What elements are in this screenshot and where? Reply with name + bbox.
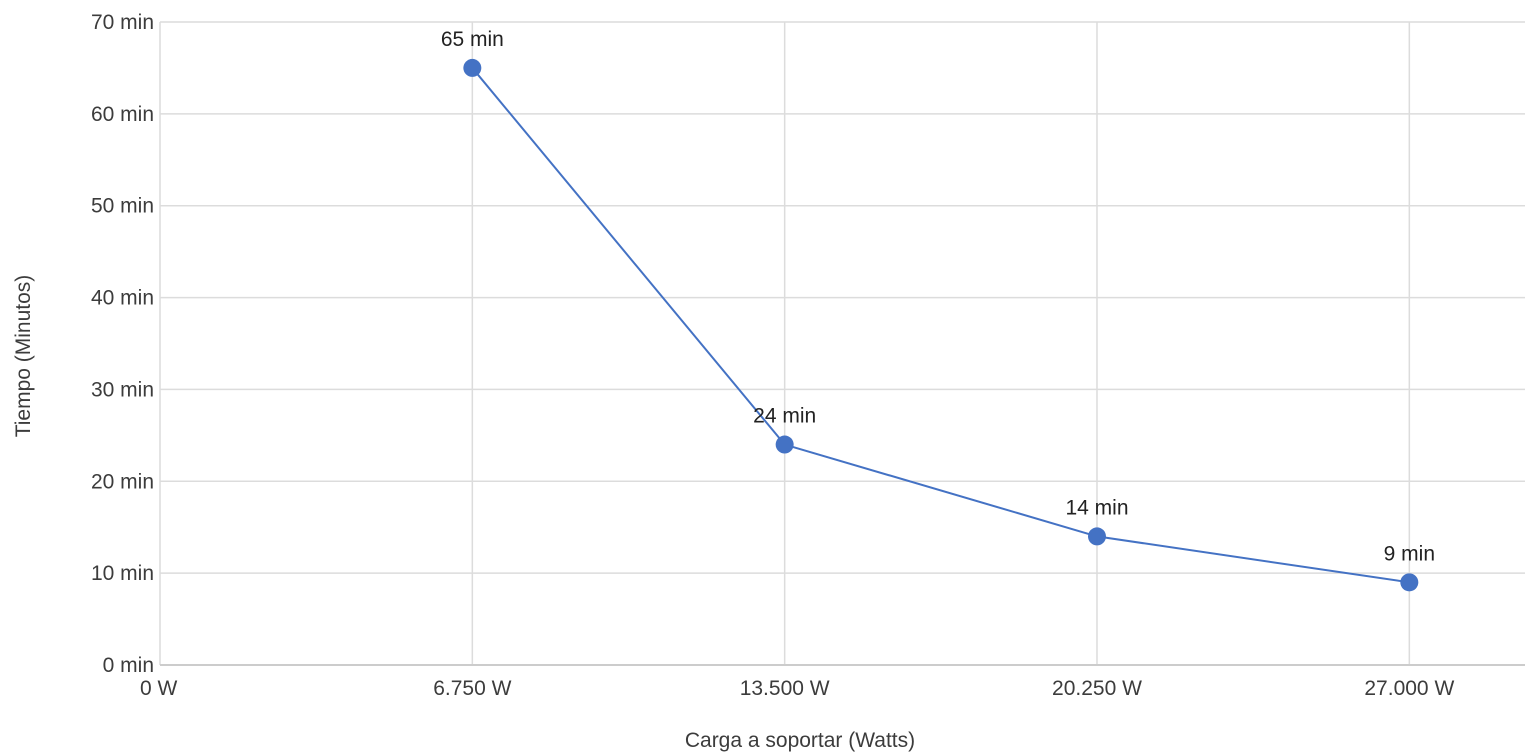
x-tick-label: 27.000 W	[1364, 677, 1454, 700]
x-tick-label: 6.750 W	[433, 677, 511, 700]
grid-layer	[159, 21, 1525, 665]
data-point	[1087, 527, 1106, 546]
data-point	[775, 435, 794, 454]
y-tick-label: 50 min	[91, 195, 154, 218]
data-label: 24 min	[753, 405, 816, 428]
x-tick-label: 13.500 W	[740, 677, 830, 700]
y-tick-label: 70 min	[91, 11, 154, 34]
series-layer	[463, 58, 1419, 592]
y-tick-label: 30 min	[91, 378, 154, 401]
x-tick-label: 20.250 W	[1052, 677, 1142, 700]
x-tick-label: 0 W	[140, 677, 178, 700]
data-label: 65 min	[441, 28, 504, 51]
series-line	[471, 67, 1410, 584]
data-label: 14 min	[1065, 496, 1128, 519]
axes-layer: 0 min 10 min 20 min 30 min 40 min 50 min 60 mi…	[91, 11, 1525, 700]
y-tick-label: 10 min	[91, 562, 154, 585]
y-tick-label: 20 min	[91, 470, 154, 493]
x-axis-title: Carga a soportar (Watts)	[685, 729, 915, 752]
data-point	[463, 58, 482, 77]
y-tick-label: 0 min	[103, 654, 154, 677]
y-tick-label: 40 min	[91, 287, 154, 310]
y-axis-title: Tiempo (Minutos)	[12, 275, 35, 438]
data-label: 9 min	[1384, 542, 1435, 565]
data-point	[1400, 573, 1419, 592]
y-tick-label: 60 min	[91, 103, 154, 126]
labels-layer: 65 min 24 min 14 min 9 min	[441, 28, 1435, 565]
